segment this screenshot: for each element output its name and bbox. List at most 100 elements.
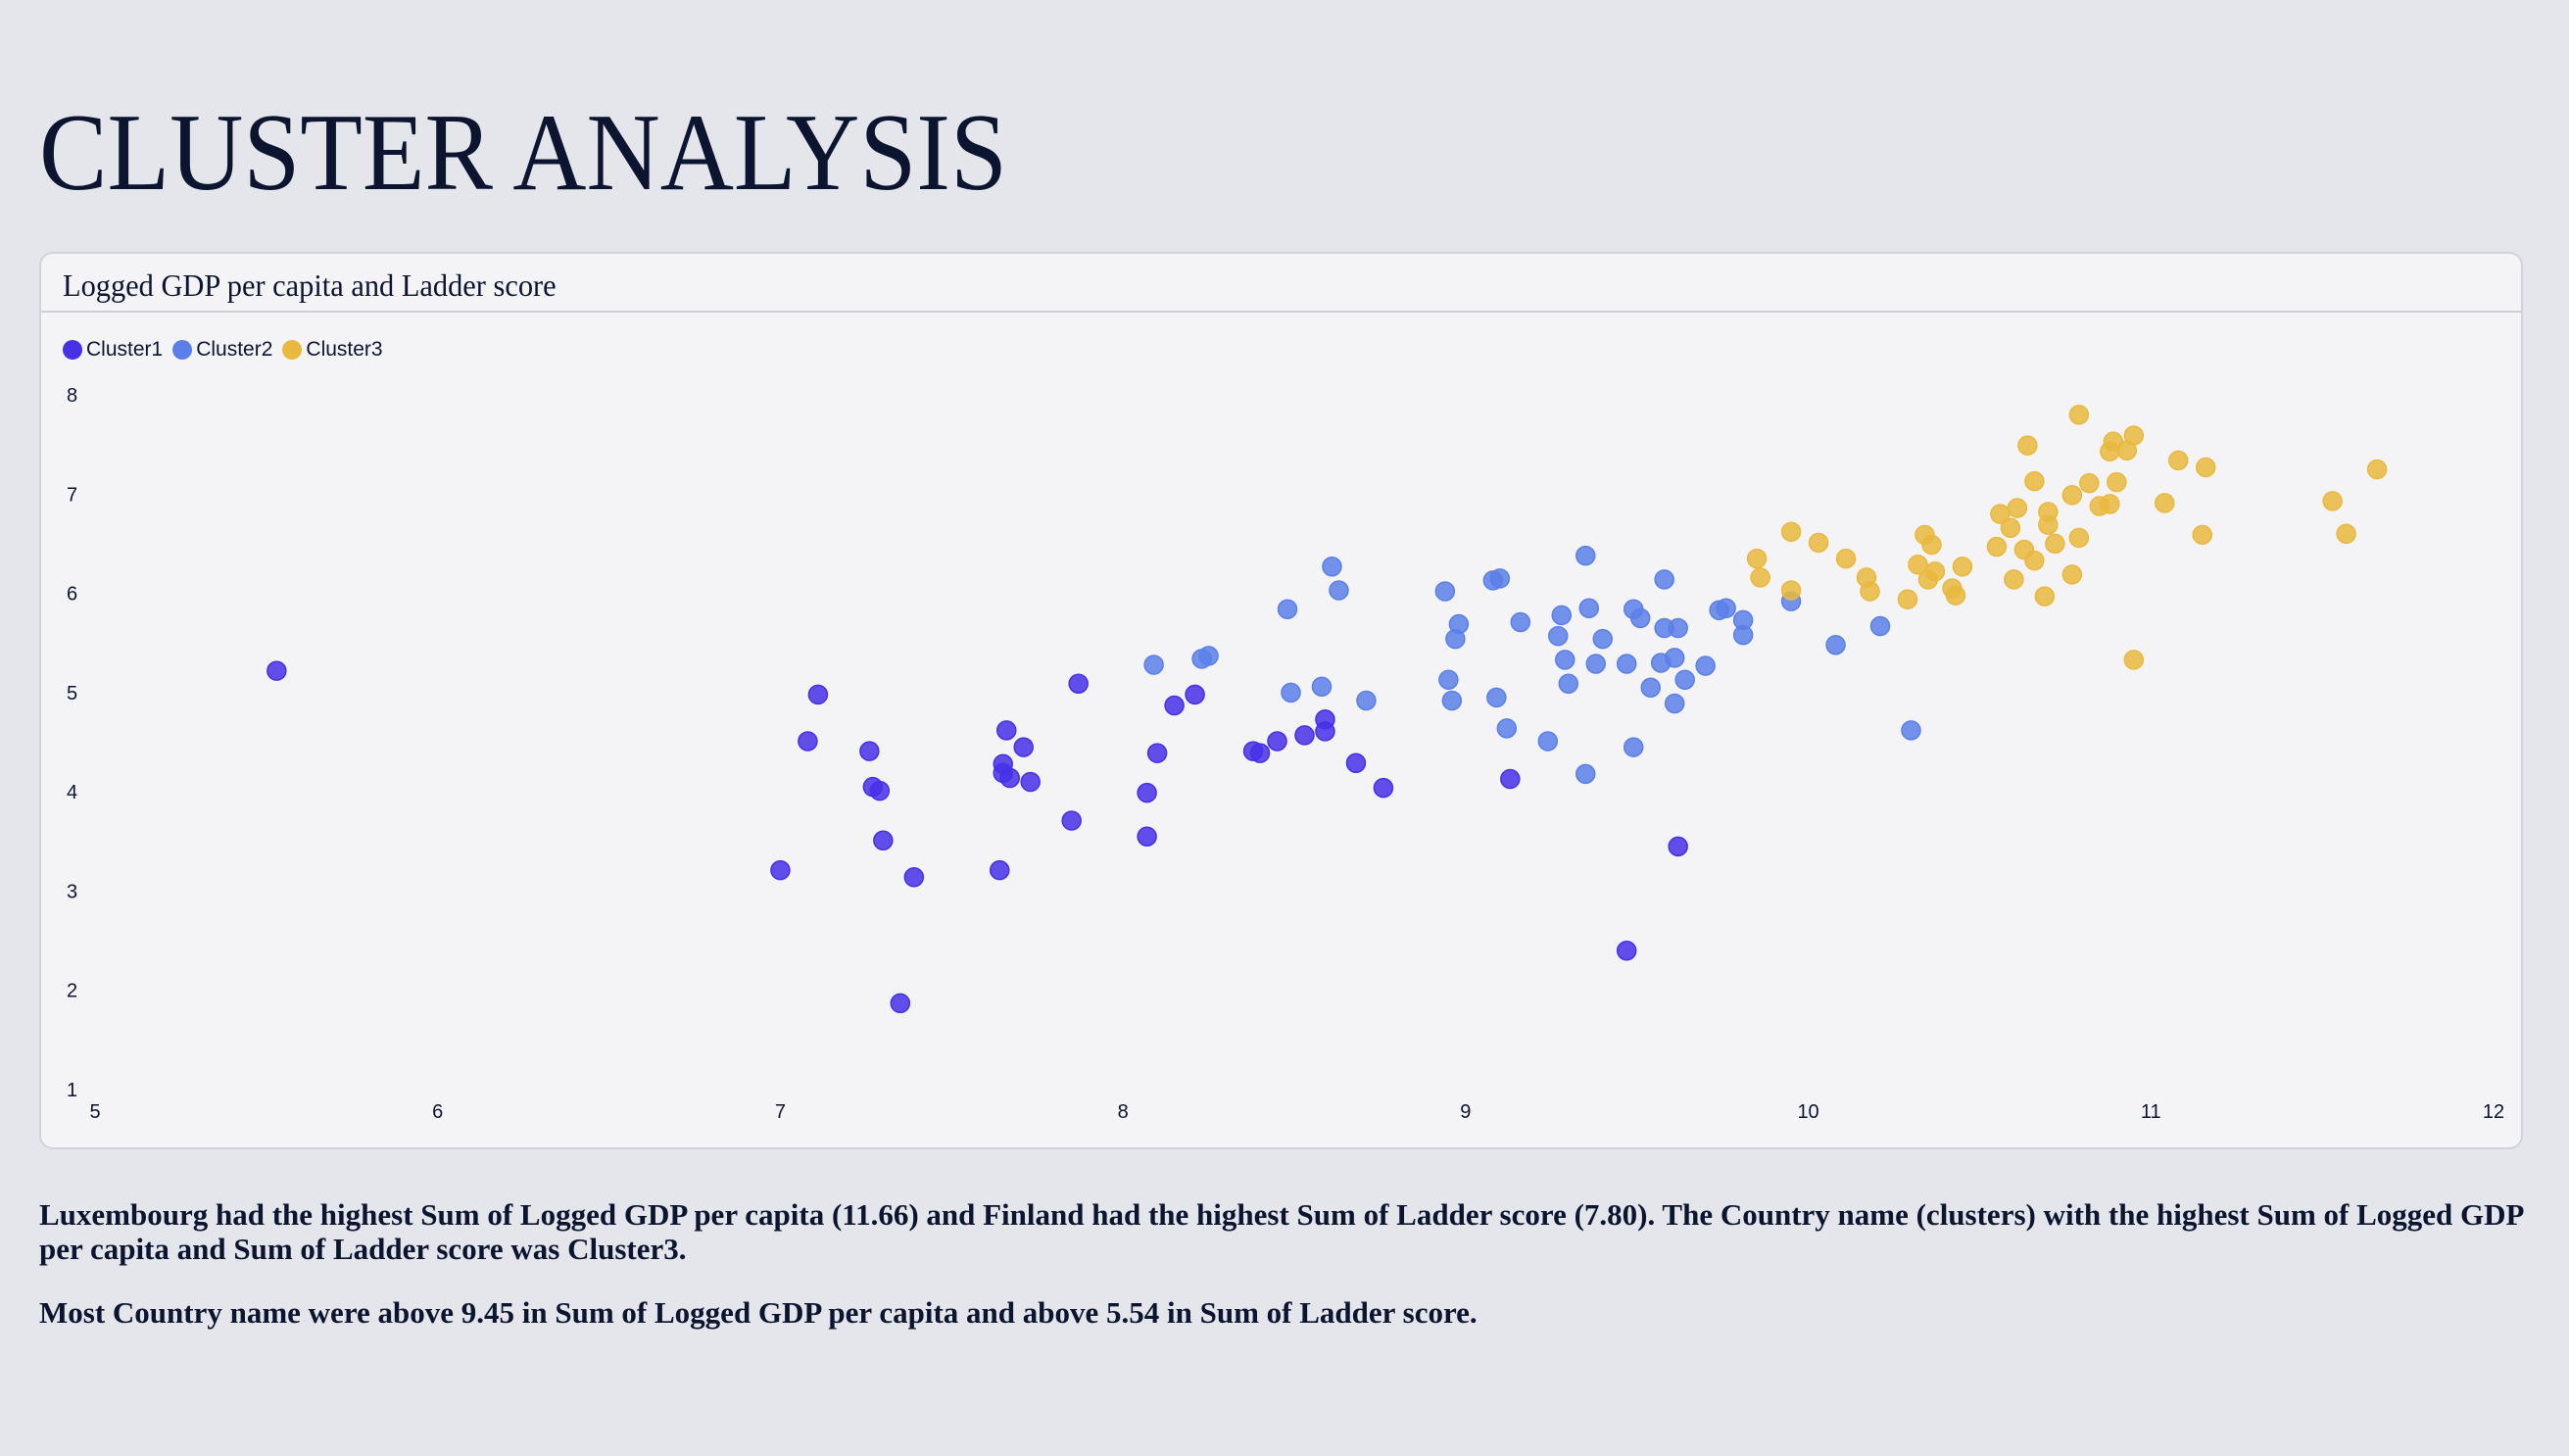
data-point-cluster2[interactable]	[1537, 731, 1559, 752]
data-point-cluster2[interactable]	[1732, 624, 1754, 646]
data-point-cluster3[interactable]	[2000, 517, 2021, 538]
data-point-cluster1[interactable]	[807, 684, 829, 705]
data-point-cluster1[interactable]	[1164, 695, 1185, 716]
data-point-cluster2[interactable]	[1592, 628, 1613, 650]
data-point-cluster1[interactable]	[1185, 684, 1205, 705]
data-point-cluster2[interactable]	[1869, 615, 1891, 637]
data-point-cluster1[interactable]	[770, 859, 791, 881]
data-point-cluster1[interactable]	[1315, 721, 1335, 742]
data-point-cluster1[interactable]	[890, 993, 911, 1014]
data-point-cluster3[interactable]	[1924, 561, 1946, 582]
data-point-cluster3[interactable]	[2007, 498, 2028, 518]
data-point-cluster3[interactable]	[2034, 586, 2056, 607]
data-point-cluster2[interactable]	[1489, 568, 1511, 589]
data-point-cluster2[interactable]	[1311, 676, 1333, 698]
data-point-cluster3[interactable]	[1780, 521, 1802, 543]
data-point-cluster2[interactable]	[1623, 737, 1644, 757]
data-point-cluster1[interactable]	[989, 859, 1010, 881]
data-point-cluster2[interactable]	[1329, 580, 1349, 601]
data-point-cluster3[interactable]	[2123, 425, 2145, 446]
data-point-cluster1[interactable]	[1345, 752, 1367, 774]
data-point-cluster3[interactable]	[2195, 457, 2216, 478]
data-point-cluster2[interactable]	[1575, 545, 1596, 566]
data-point-cluster3[interactable]	[1945, 585, 1966, 606]
data-point-cluster1[interactable]	[999, 767, 1020, 789]
data-point-cluster3[interactable]	[2100, 494, 2120, 514]
data-point-cluster2[interactable]	[1654, 569, 1674, 590]
data-point-cluster1[interactable]	[798, 731, 818, 752]
data-point-cluster2[interactable]	[1322, 556, 1342, 577]
data-point-cluster3[interactable]	[2024, 470, 2045, 492]
data-point-cluster2[interactable]	[1441, 690, 1463, 711]
data-point-cluster2[interactable]	[1277, 599, 1298, 620]
data-point-cluster1[interactable]	[903, 866, 925, 888]
legend-item-cluster3[interactable]: Cluster3	[282, 338, 383, 362]
data-point-cluster3[interactable]	[2004, 569, 2024, 590]
data-point-cluster2[interactable]	[1664, 693, 1685, 714]
data-point-cluster2[interactable]	[1664, 648, 1685, 668]
data-point-cluster2[interactable]	[1438, 669, 1459, 690]
data-point-cluster3[interactable]	[2192, 524, 2212, 546]
data-point-cluster2[interactable]	[1496, 718, 1518, 739]
data-point-cluster2[interactable]	[1281, 682, 1301, 704]
data-point-cluster1[interactable]	[1146, 743, 1168, 763]
data-point-cluster3[interactable]	[1986, 536, 2008, 558]
data-point-cluster2[interactable]	[1486, 687, 1507, 708]
data-point-cluster3[interactable]	[2322, 491, 2343, 511]
data-point-cluster2[interactable]	[1629, 607, 1651, 629]
data-point-cluster1[interactable]	[869, 780, 891, 801]
data-point-cluster2[interactable]	[1616, 654, 1637, 674]
data-point-cluster2[interactable]	[1448, 613, 1470, 635]
data-point-cluster3[interactable]	[2045, 533, 2065, 555]
data-point-cluster2[interactable]	[1510, 611, 1531, 633]
data-point-cluster2[interactable]	[1434, 581, 1456, 602]
data-point-cluster3[interactable]	[2336, 523, 2356, 545]
data-point-cluster2[interactable]	[1668, 617, 1688, 639]
data-point-cluster3[interactable]	[1897, 589, 1918, 609]
data-point-cluster1[interactable]	[1500, 768, 1521, 790]
data-point-cluster3[interactable]	[2155, 493, 2175, 513]
data-point-cluster2[interactable]	[1356, 690, 1377, 711]
data-point-cluster1[interactable]	[1249, 743, 1271, 763]
data-point-cluster3[interactable]	[1921, 534, 1942, 556]
data-point-cluster1[interactable]	[995, 720, 1017, 741]
data-point-cluster3[interactable]	[2024, 550, 2045, 571]
data-point-cluster1[interactable]	[1668, 836, 1688, 857]
data-point-cluster1[interactable]	[1061, 810, 1082, 831]
data-point-cluster1[interactable]	[1068, 673, 1089, 694]
data-point-cluster1[interactable]	[873, 830, 894, 851]
data-point-cluster1[interactable]	[1013, 737, 1034, 757]
data-point-cluster3[interactable]	[2366, 459, 2388, 480]
data-point-cluster1[interactable]	[1294, 725, 1315, 746]
data-point-cluster1[interactable]	[1373, 777, 1394, 799]
data-point-cluster1[interactable]	[1267, 731, 1287, 752]
data-point-cluster2[interactable]	[1578, 598, 1600, 619]
data-point-cluster3[interactable]	[2061, 564, 2083, 585]
legend-item-cluster2[interactable]: Cluster2	[172, 338, 272, 362]
data-point-cluster2[interactable]	[1555, 650, 1575, 670]
data-point-cluster3[interactable]	[2168, 450, 2189, 471]
data-point-cluster3[interactable]	[2079, 472, 2100, 494]
data-point-cluster2[interactable]	[1143, 655, 1164, 675]
data-point-cluster3[interactable]	[1750, 567, 1770, 588]
data-point-cluster2[interactable]	[1575, 763, 1596, 785]
data-point-cluster2[interactable]	[1901, 720, 1921, 741]
data-point-cluster3[interactable]	[1908, 554, 1928, 575]
data-point-cluster2[interactable]	[1674, 669, 1695, 690]
data-point-cluster3[interactable]	[2061, 485, 2083, 506]
data-point-cluster2[interactable]	[1695, 655, 1716, 676]
data-point-cluster3[interactable]	[2038, 502, 2059, 522]
data-point-cluster3[interactable]	[1860, 581, 1880, 602]
data-point-cluster3[interactable]	[1952, 556, 1973, 577]
data-point-cluster1[interactable]	[1020, 771, 1041, 793]
data-point-cluster2[interactable]	[1585, 654, 1606, 674]
data-point-cluster3[interactable]	[1780, 580, 1802, 601]
data-point-cluster3[interactable]	[1746, 548, 1768, 569]
data-point-cluster1[interactable]	[1137, 782, 1157, 803]
data-point-cluster3[interactable]	[2017, 435, 2038, 456]
data-point-cluster3[interactable]	[1808, 532, 1829, 554]
data-point-cluster2[interactable]	[1551, 605, 1573, 626]
data-point-cluster3[interactable]	[1835, 548, 1857, 569]
data-point-cluster3[interactable]	[2123, 650, 2145, 670]
